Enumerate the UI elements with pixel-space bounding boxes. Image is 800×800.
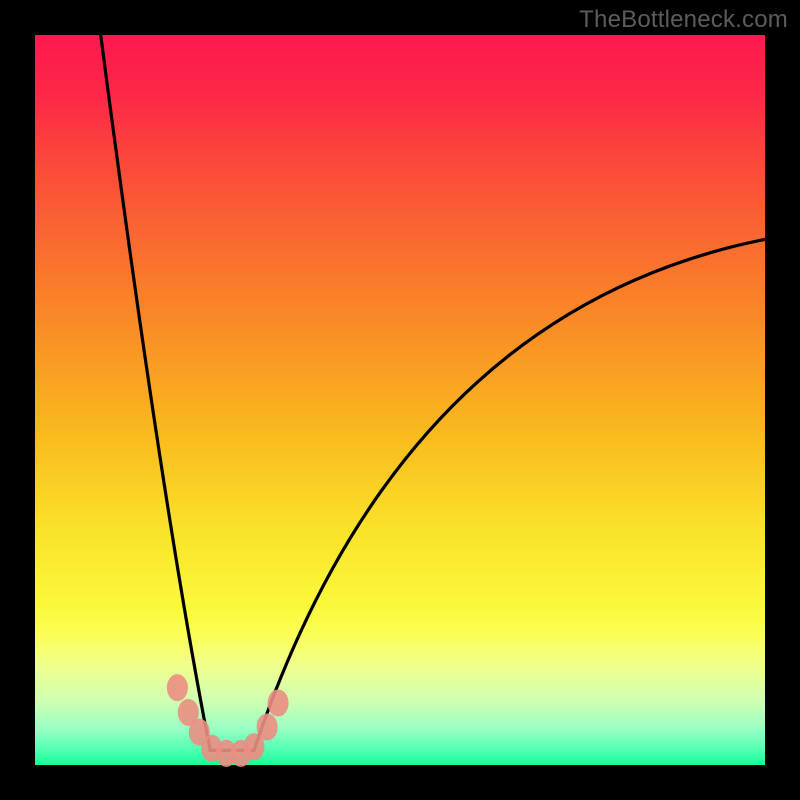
bottleneck-curve: [101, 35, 765, 750]
watermark-text: TheBottleneck.com: [579, 6, 788, 34]
marker-point: [257, 714, 277, 740]
chart-root: TheBottleneck.com: [0, 0, 800, 800]
marker-point: [167, 675, 187, 701]
marker-point: [268, 690, 288, 716]
curve-layer: [0, 0, 800, 800]
